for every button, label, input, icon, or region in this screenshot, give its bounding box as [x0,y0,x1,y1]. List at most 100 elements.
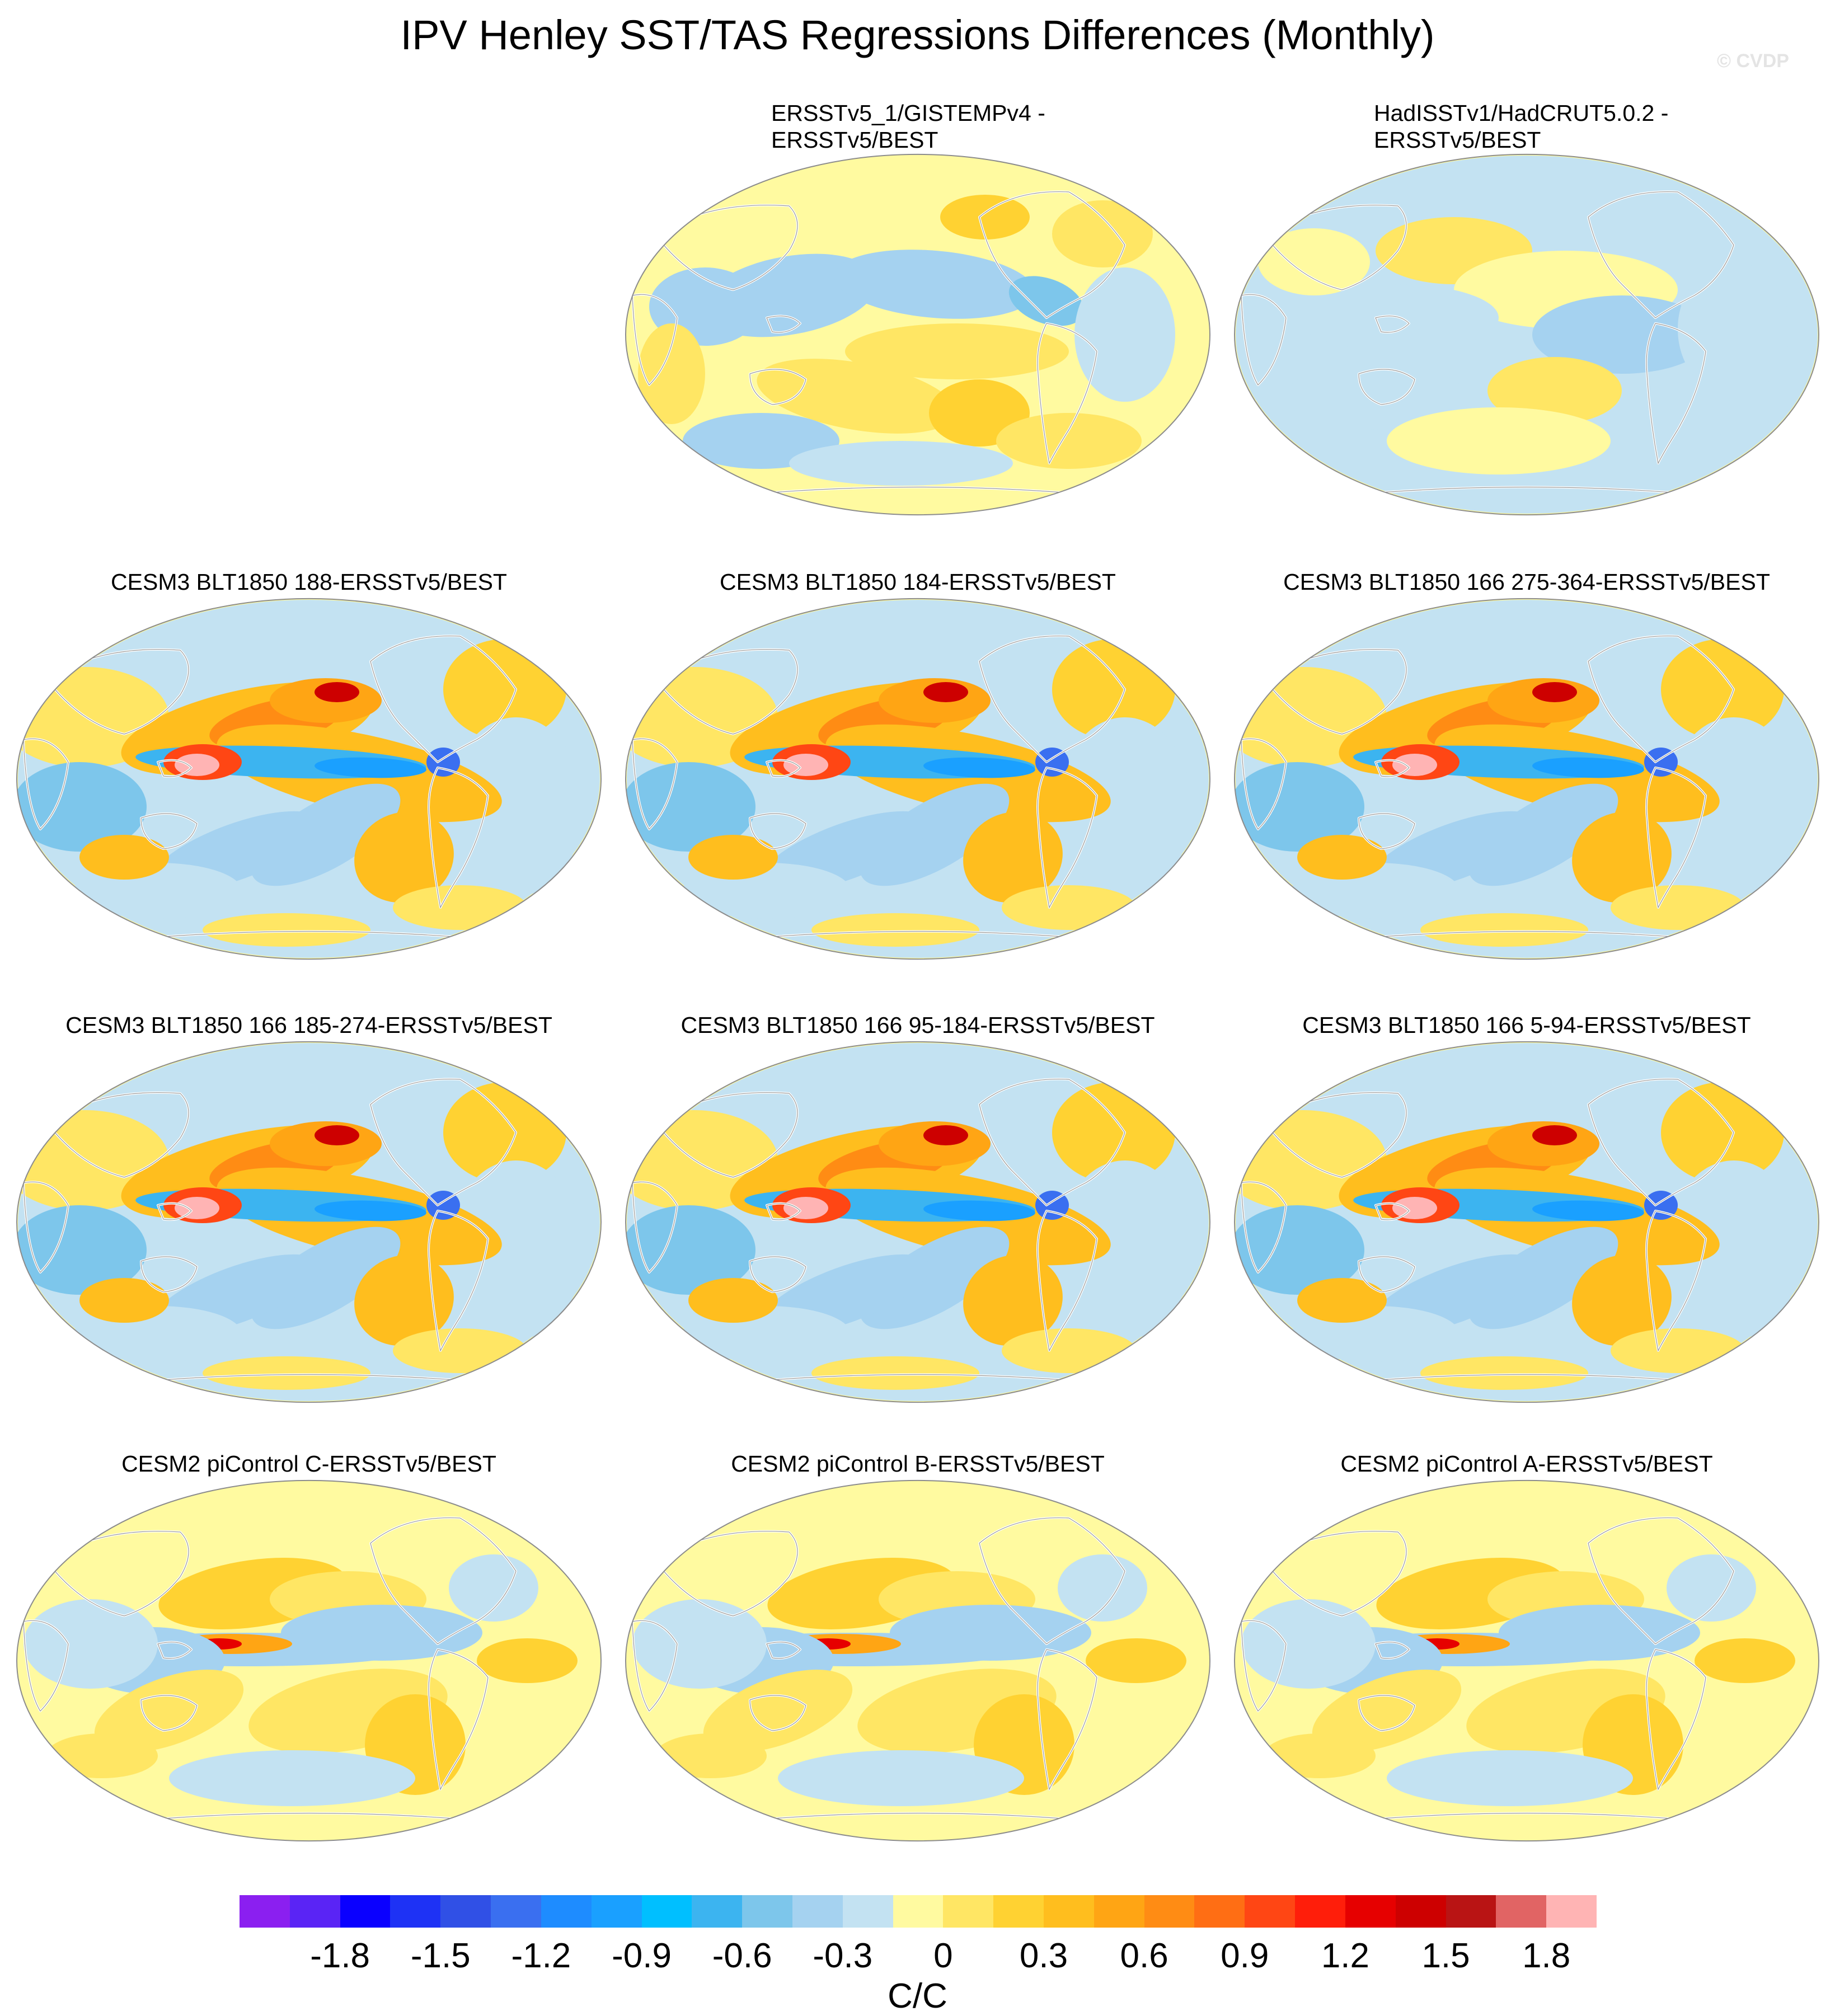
coastline-outline [1646,323,1706,464]
coastline-outline [654,648,798,735]
coastline-outline [1263,204,1407,290]
coastline-outline [979,1517,1125,1644]
panel-title-4: CESM3 BLT1850 184-ERSSTv5/BEST [621,568,1214,595]
anomaly-contour [203,1356,370,1390]
coastline-outline [632,738,678,830]
anomaly-contour [1392,754,1437,776]
watermark: © CVDP [1717,50,1789,72]
colorbar-tick-label: 0.3 [1019,1937,1068,1975]
map-border [625,1041,1211,1403]
coastline-outline [428,1210,489,1352]
coastline-outline [1588,1517,1734,1644]
anomaly-contour [1532,295,1711,374]
anomaly-contour [1420,1356,1588,1390]
anomaly-contour [789,441,1013,486]
panel-title-4-line1: CESM3 BLT1850 184-ERSSTv5/BEST [720,569,1116,595]
anomaly-contour [79,1278,169,1323]
colorbar-swatch [491,1895,541,1928]
coastline-outline [428,1649,489,1791]
anomaly-contour [757,359,956,434]
anomaly-contour [94,1670,244,1752]
coastline-outline [749,1695,806,1731]
anomaly-contour [16,762,147,852]
anomaly-contour [860,1226,1010,1329]
map-border [16,1041,602,1403]
panel-title-2-line2: ERSSTv5/BEST [1374,127,1541,153]
map-field [625,1480,1210,1841]
panel-title-5: CESM3 BLT1850 166 275-364-ERSSTv5/BEST [1230,568,1823,595]
colorbar-swatch [1395,1895,1446,1928]
coastline-outline [140,1256,198,1293]
anomaly-contour [203,913,370,947]
coastline-outline [766,760,801,777]
anomaly-contour [834,250,1035,319]
coastline-outline [1646,1649,1706,1791]
colorbar-swatch [1044,1895,1094,1928]
anomaly-contour [1241,1599,1376,1689]
anomaly-contour [1532,1200,1644,1221]
anomaly-contour [1058,1554,1147,1622]
anomaly-contour [1611,1328,1745,1373]
coastline-outline [140,1695,198,1731]
anomaly-contour [1622,379,1734,447]
anomaly-contour [354,1254,454,1346]
anomaly-contour [315,1125,359,1145]
anomaly-contour [1572,1254,1672,1346]
panel-title-10-line1: CESM2 piControl B-ERSSTv5/BEST [731,1451,1105,1477]
coastline-outline [654,1092,798,1178]
anomaly-contour [315,682,359,702]
anomaly-contour [1487,357,1622,424]
colorbar-swatch [1094,1895,1144,1928]
anomaly-contour [1264,1733,1376,1778]
anomaly-contour [783,1197,828,1219]
panel-title-1-line2: ERSSTv5/BEST [771,127,938,153]
map-field [16,1041,601,1403]
anomaly-contour [393,885,527,930]
anomaly-contour [632,1599,767,1689]
anomaly-contour [923,1125,968,1145]
coastline-outline [370,635,517,763]
anomaly-contour [1297,1278,1387,1323]
colorbar [240,1895,1597,1928]
anomaly-contour [1286,363,1465,430]
coastline-outline [370,1517,517,1644]
colorbar-swatch [842,1895,893,1928]
coastline-outline [1375,1203,1410,1220]
colorbar-swatch [591,1895,642,1928]
colorbar-tick-label: -0.3 [813,1937,873,1975]
coastline-outline [1588,635,1734,763]
colorbar-tick-label: -1.8 [310,1937,370,1975]
anomaly-contour [16,1205,147,1295]
anomaly-contour [1058,717,1192,896]
anomaly-contour [251,783,401,886]
coastline-outline [1263,1530,1407,1616]
map-panel-9 [16,1480,602,1841]
colorbar-swatch [742,1895,792,1928]
panel-title-5-line1: CESM3 BLT1850 166 275-364-ERSSTv5/BEST [1283,569,1770,595]
map-panel-10 [625,1480,1211,1841]
anomaly-contour [963,811,1063,903]
colorbar-swatch [1144,1895,1195,1928]
anomaly-contour [1611,885,1745,930]
coastline-outline [1241,738,1287,830]
colorbar-swatch [240,1895,290,1928]
anomaly-contour [354,811,454,903]
anomaly-contour [1234,762,1364,852]
anomaly-contour [315,757,426,778]
anomaly-contour [1667,1160,1801,1340]
colorbar-units-label: C/C [888,1977,947,2015]
anomaly-contour [1667,717,1801,896]
map-panel-1 [625,154,1211,515]
anomaly-contour [315,1200,426,1221]
map-border [16,598,602,960]
panel-title-11-line1: CESM2 piControl A-ERSSTv5/BEST [1340,1451,1713,1477]
coastline-outline [1241,1620,1287,1712]
colorbar-swatch [893,1895,944,1928]
anomaly-contour [940,195,1030,239]
coastline-outline [1375,1642,1410,1659]
coastline-outline [979,191,1125,318]
map-border [625,154,1211,515]
coastline-outline [1358,369,1415,405]
map-border [625,1480,1211,1841]
anomaly-contour [175,754,219,776]
